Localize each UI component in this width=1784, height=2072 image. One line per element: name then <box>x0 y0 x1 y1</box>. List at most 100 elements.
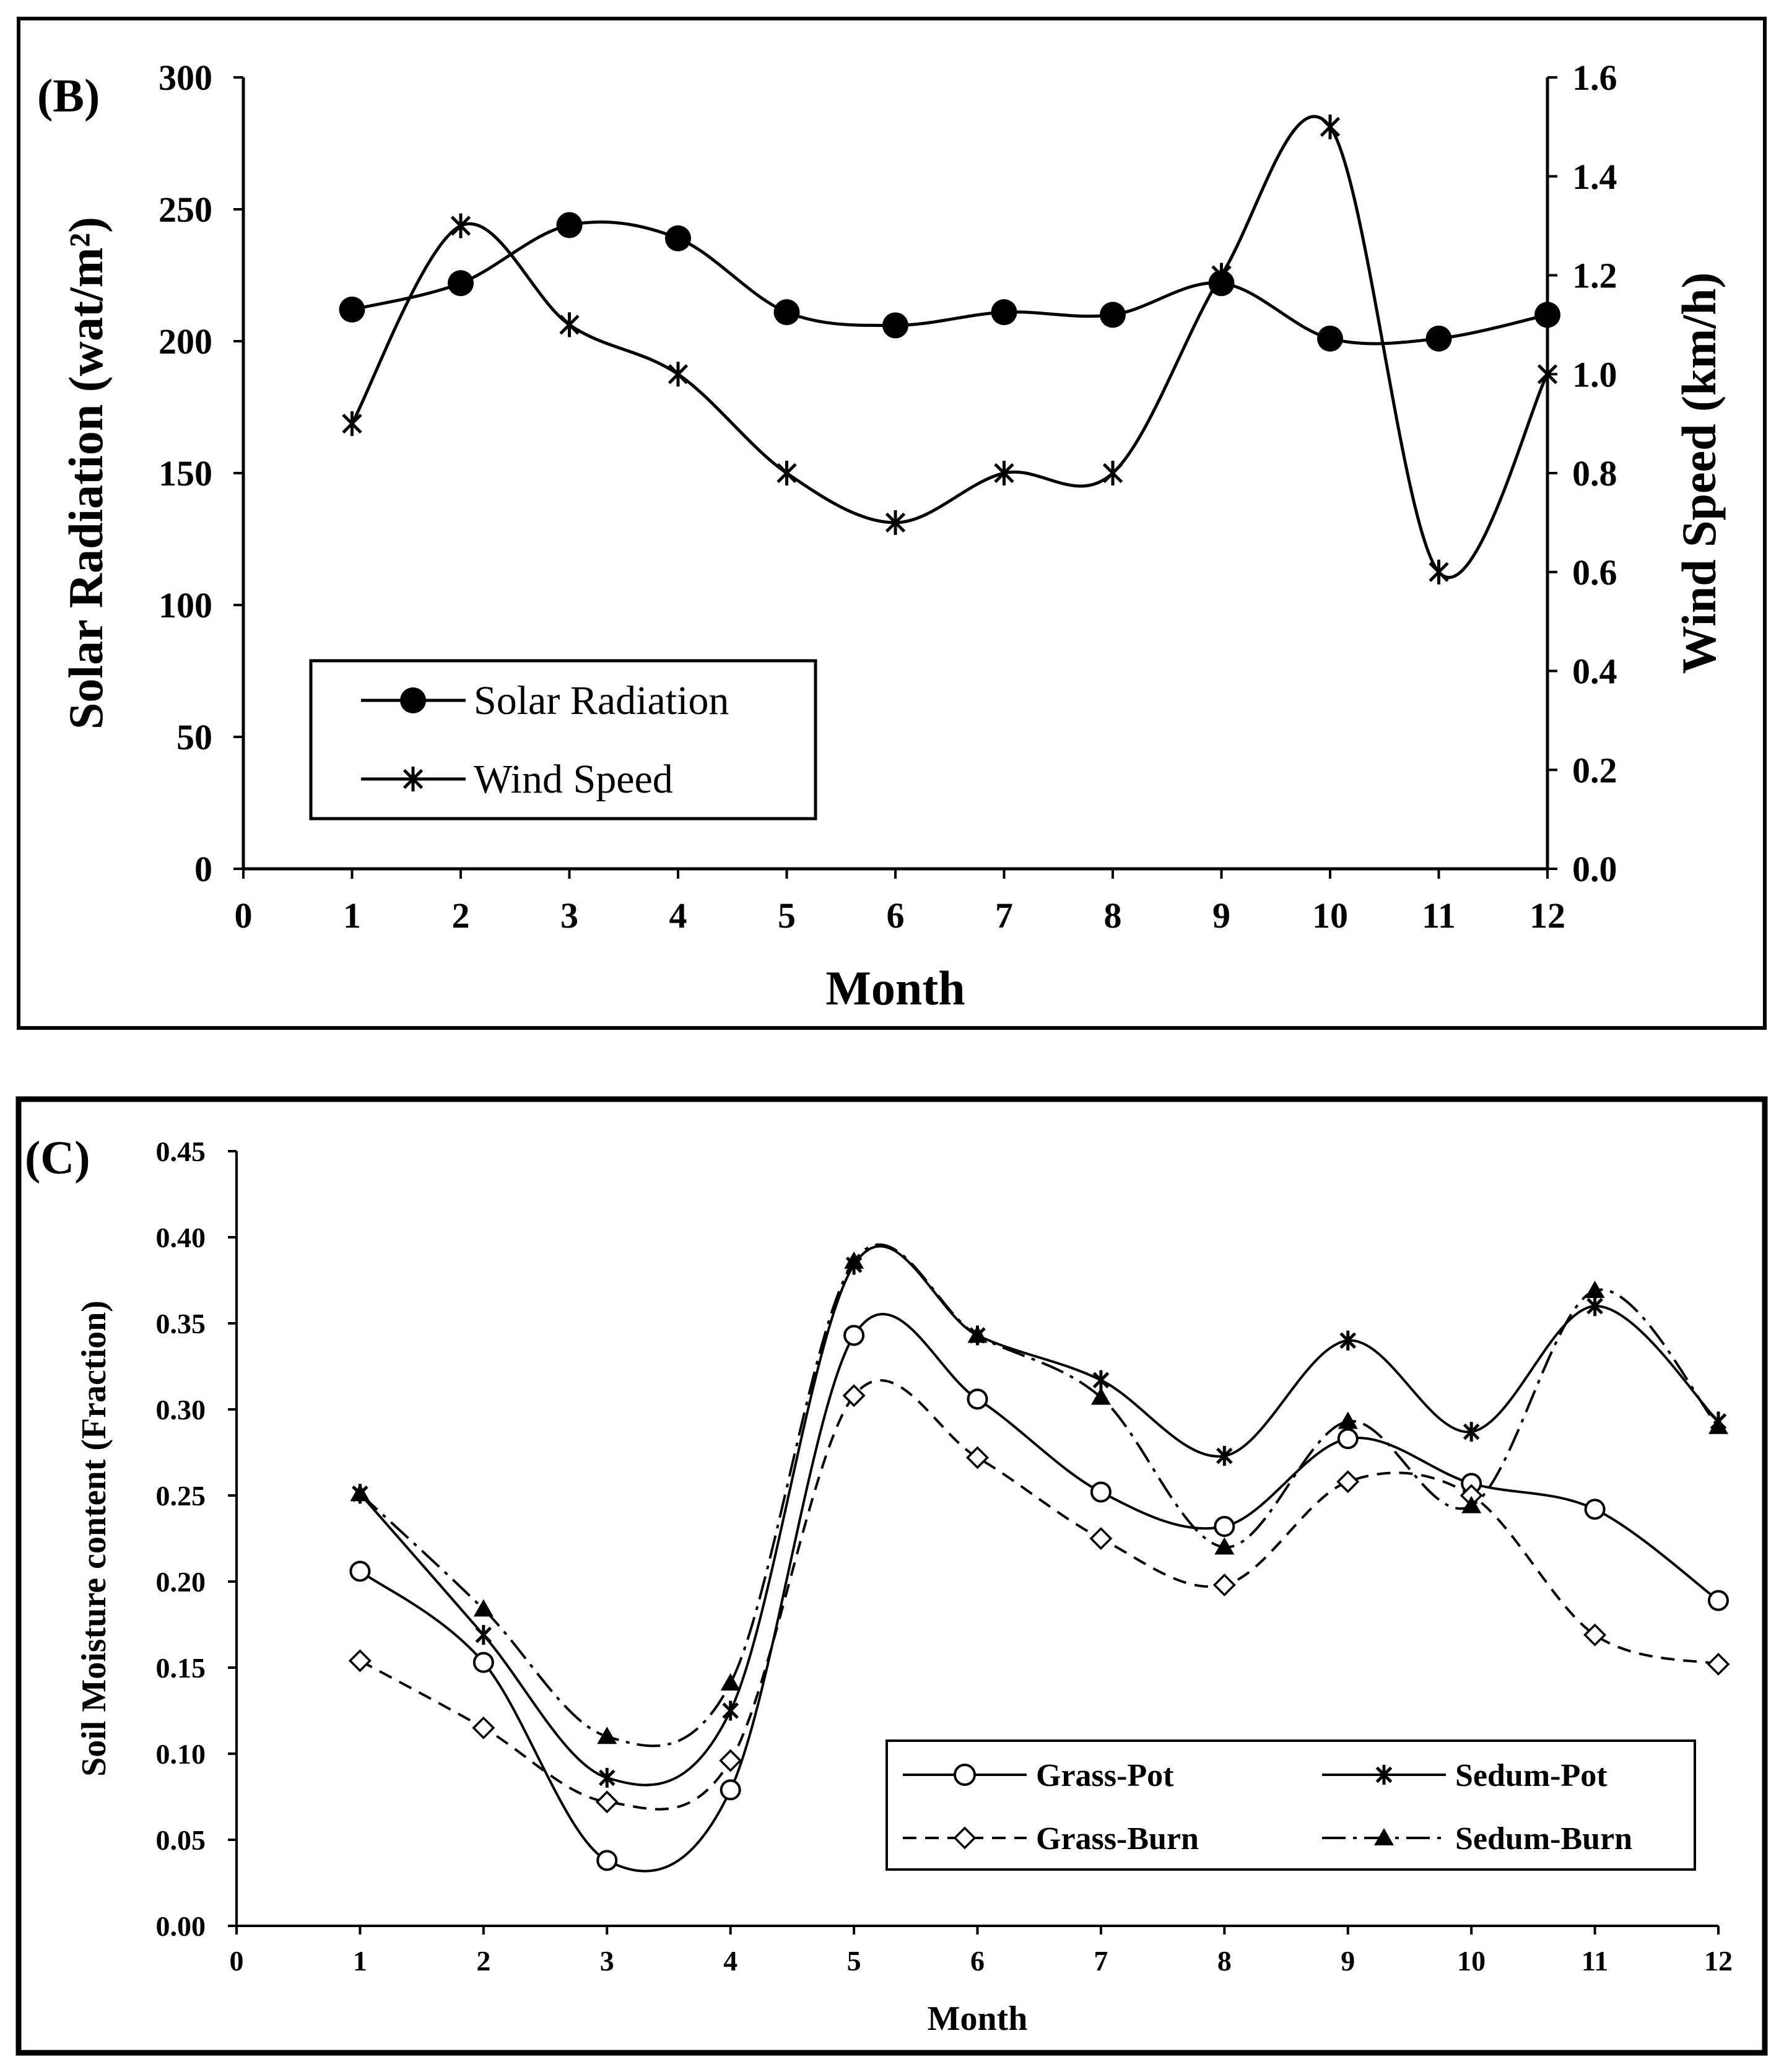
y-tick-label: 300 <box>159 58 212 98</box>
data-point <box>450 213 471 238</box>
data-point <box>722 1700 739 1721</box>
y2-tick-label: 1.4 <box>1572 157 1617 197</box>
legend-box <box>309 659 817 821</box>
x-tick-label: 8 <box>1217 1945 1232 1977</box>
legend-marker <box>953 1826 977 1850</box>
data-point <box>991 299 1017 326</box>
series-line-sedum-burn <box>359 1243 1720 1748</box>
panel-label: (C) <box>25 1132 90 1184</box>
x-tick-label: 11 <box>1422 895 1456 936</box>
legend-label: Wind Speed <box>474 757 673 802</box>
data-point <box>596 1850 618 1871</box>
y-tick-label: 0.30 <box>156 1394 206 1426</box>
x-tick-label: 1 <box>353 1945 367 1977</box>
y2-tick-label: 0.4 <box>1572 651 1617 692</box>
y2-tick-label: 0.6 <box>1572 552 1617 593</box>
data-point <box>1429 559 1449 585</box>
data-point <box>1320 114 1341 139</box>
data-point <box>1212 1574 1236 1597</box>
data-point <box>1584 1499 1606 1520</box>
x-tick-label: 9 <box>1341 1945 1355 1977</box>
data-point <box>1092 1370 1110 1390</box>
x-tick-label: 8 <box>1104 895 1122 936</box>
x-tick-label: 0 <box>235 895 253 936</box>
data-point <box>1534 302 1560 328</box>
y-tick-label: 0.35 <box>156 1308 206 1339</box>
data-point <box>1708 1416 1728 1434</box>
data-point <box>339 296 365 323</box>
data-point <box>1707 1652 1730 1676</box>
data-point <box>1338 1411 1358 1429</box>
x-tick-label: 2 <box>476 1945 490 1977</box>
x-tick-label: 6 <box>970 1945 985 1977</box>
y2-tick-label: 1.2 <box>1572 256 1617 296</box>
legend-label: Sedum-Pot <box>1455 1758 1608 1793</box>
chart-b: 0 1 2 3 4 5 6 7 8 9 10 11 120501001502002503000.00.2… <box>37 58 1726 1015</box>
x-tick-label: 7 <box>1094 1945 1108 1977</box>
x-tick-label: 12 <box>1704 1945 1733 1977</box>
legend-marker <box>402 767 424 791</box>
data-point <box>1583 1623 1607 1647</box>
data-point <box>777 461 797 485</box>
data-point <box>1090 1387 1111 1405</box>
data-point <box>1339 1330 1357 1351</box>
legend-marker <box>400 687 426 713</box>
x-tick-label: 3 <box>560 895 578 936</box>
data-point <box>448 270 474 297</box>
data-point <box>472 1716 495 1739</box>
data-point <box>1214 1537 1235 1555</box>
data-point <box>882 312 908 339</box>
y2-tick-label: 0.2 <box>1572 750 1617 790</box>
x-tick-label: 10 <box>1312 895 1348 936</box>
data-point <box>720 1673 741 1691</box>
data-point <box>1216 1446 1233 1466</box>
data-point <box>885 510 906 535</box>
x-tick-label: 1 <box>343 895 361 936</box>
data-point <box>843 1325 865 1346</box>
x-tick-label: 5 <box>778 895 796 936</box>
data-point <box>342 411 362 437</box>
data-point <box>475 1625 492 1645</box>
x-tick-label: 4 <box>723 1945 738 1977</box>
data-point <box>1586 1296 1603 1317</box>
data-point <box>1425 325 1452 352</box>
data-point <box>1585 1281 1605 1299</box>
panel-c-frame <box>15 1096 1768 2056</box>
data-point <box>719 1749 742 1772</box>
y-tick-label: 150 <box>159 453 212 494</box>
y-tick-label: 0.45 <box>156 1136 206 1167</box>
data-point <box>1214 1516 1235 1538</box>
legend-label: Solar Radiation <box>474 678 729 723</box>
y-tick-label: 0 <box>194 849 212 889</box>
data-point <box>844 1251 864 1269</box>
y2-tick-label: 1.6 <box>1572 58 1617 98</box>
x-axis-title: Month <box>825 961 965 1015</box>
data-point <box>1708 1590 1729 1611</box>
data-point <box>1102 461 1123 485</box>
y-tick-label: 50 <box>176 717 212 757</box>
y-tick-label: 0.20 <box>156 1566 206 1598</box>
data-point <box>556 212 583 238</box>
x-tick-label: 4 <box>669 895 687 936</box>
data-point <box>1089 1527 1113 1550</box>
data-point <box>668 362 689 387</box>
data-point <box>773 299 800 326</box>
data-point <box>559 312 580 337</box>
y2-tick-label: 0.8 <box>1572 453 1617 494</box>
legend-label: Grass-Burn <box>1036 1821 1199 1857</box>
x-tick-label: 6 <box>887 895 905 936</box>
data-point <box>1537 362 1558 387</box>
data-point <box>598 1767 616 1788</box>
data-point <box>994 461 1014 485</box>
legend-marker <box>954 1764 976 1786</box>
data-point <box>472 1652 494 1673</box>
x-tick-label: 3 <box>600 1945 614 1977</box>
series-line-wind-speed <box>350 115 1549 579</box>
panel-label: (B) <box>37 70 100 122</box>
y2-axis-title: Wind Speed (km/h) <box>1672 272 1726 674</box>
y-axis-title: Solar Radiation (wat/m²) <box>59 217 113 729</box>
data-point <box>349 1561 371 1582</box>
x-tick-label: 9 <box>1212 895 1230 936</box>
data-point <box>473 1599 494 1617</box>
